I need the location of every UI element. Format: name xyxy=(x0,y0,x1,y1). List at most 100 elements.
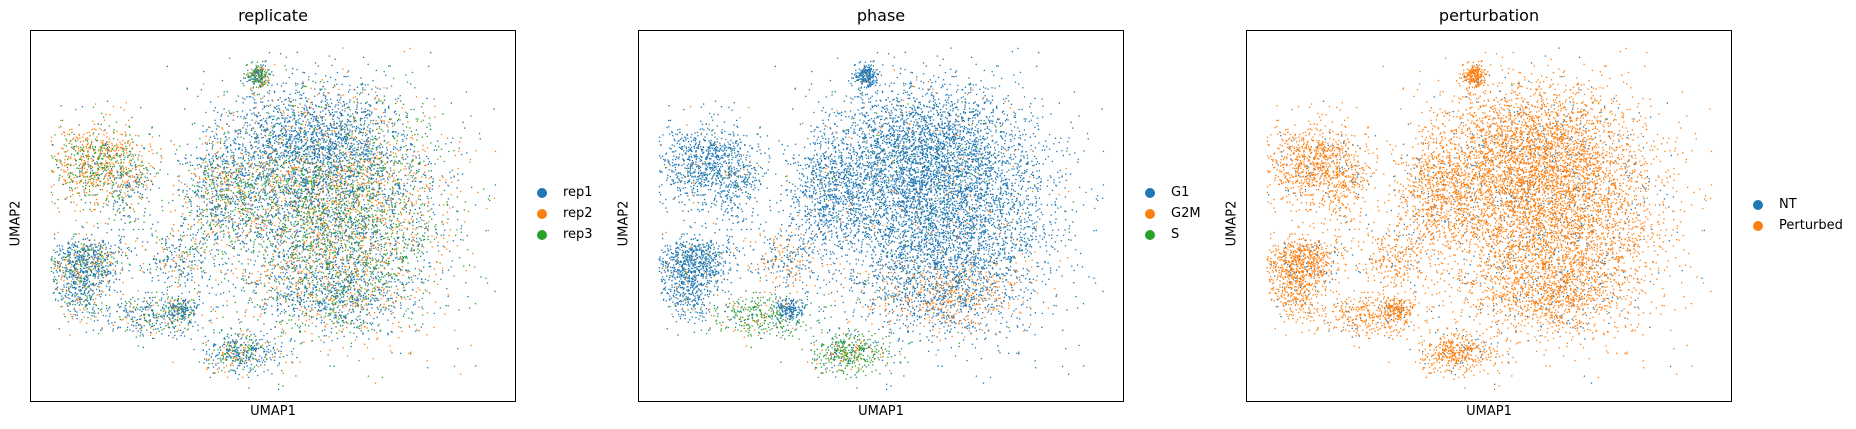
data-point xyxy=(366,101,368,103)
data-point xyxy=(403,284,405,287)
data-point xyxy=(329,161,331,164)
data-point xyxy=(340,169,342,172)
data-point xyxy=(124,243,127,245)
data-point xyxy=(350,225,352,227)
data-point xyxy=(107,195,109,197)
data-point xyxy=(240,205,242,207)
data-point xyxy=(277,233,279,235)
data-point xyxy=(78,192,81,194)
data-point xyxy=(99,146,101,149)
data-point xyxy=(294,267,296,269)
data-point xyxy=(332,200,334,202)
data-point xyxy=(404,239,407,241)
data-point xyxy=(371,294,373,296)
data-point xyxy=(104,149,107,151)
data-point xyxy=(266,357,268,360)
data-point xyxy=(356,185,359,187)
data-point xyxy=(309,169,312,171)
data-point xyxy=(228,217,230,219)
data-point xyxy=(288,125,290,127)
data-point xyxy=(378,180,380,183)
data-point xyxy=(305,221,307,223)
data-point xyxy=(281,328,283,330)
data-point xyxy=(274,64,276,66)
data-point xyxy=(57,207,59,209)
data-point xyxy=(255,106,257,108)
data-point xyxy=(68,286,70,288)
data-point xyxy=(261,299,263,301)
data-point xyxy=(357,189,359,191)
data-point xyxy=(378,267,380,269)
data-point xyxy=(379,153,381,155)
data-point xyxy=(164,322,166,324)
data-point xyxy=(388,257,391,259)
data-point xyxy=(198,178,201,180)
data-point xyxy=(307,187,309,189)
data-point xyxy=(415,202,417,205)
data-point xyxy=(415,155,417,157)
data-point xyxy=(348,202,350,204)
data-point xyxy=(257,183,259,185)
data-point xyxy=(200,213,202,215)
data-point xyxy=(345,321,347,323)
data-point xyxy=(162,209,164,212)
data-point xyxy=(399,199,402,201)
data-point xyxy=(411,134,413,137)
data-point xyxy=(427,235,429,238)
data-point xyxy=(348,285,350,287)
data-point xyxy=(333,267,335,269)
data-point xyxy=(377,171,379,173)
data-point xyxy=(276,348,279,350)
data-point xyxy=(236,185,238,187)
data-point xyxy=(403,201,405,203)
data-point xyxy=(282,180,284,182)
data-point xyxy=(388,173,390,175)
data-point xyxy=(357,175,359,177)
data-point xyxy=(433,238,436,240)
data-point xyxy=(336,295,338,297)
data-point xyxy=(117,149,120,152)
data-point xyxy=(85,250,87,252)
data-point xyxy=(401,261,403,264)
data-point xyxy=(366,185,368,187)
data-point xyxy=(316,283,318,285)
data-point xyxy=(272,172,274,174)
data-point xyxy=(120,143,122,145)
data-point xyxy=(396,140,398,142)
data-point xyxy=(251,147,253,149)
data-point xyxy=(152,166,154,168)
data-point xyxy=(255,86,258,88)
data-point xyxy=(122,180,124,182)
data-point xyxy=(345,271,347,273)
data-point xyxy=(325,312,327,314)
data-point xyxy=(284,223,286,225)
data-point xyxy=(365,141,367,143)
data-point xyxy=(96,294,98,296)
data-point xyxy=(342,256,344,258)
data-point xyxy=(353,121,355,123)
data-point xyxy=(316,236,319,238)
data-point xyxy=(80,274,82,277)
data-point xyxy=(403,192,405,195)
data-point xyxy=(399,229,401,231)
data-point xyxy=(314,207,317,209)
data-point xyxy=(303,234,305,236)
data-point xyxy=(264,208,267,211)
data-point xyxy=(347,322,349,325)
data-point xyxy=(304,330,306,333)
data-point xyxy=(386,300,388,302)
data-point xyxy=(301,322,304,324)
data-point xyxy=(138,174,140,176)
data-point xyxy=(340,192,342,194)
data-point xyxy=(92,256,94,259)
data-point xyxy=(372,244,374,246)
data-point xyxy=(305,121,307,123)
data-point xyxy=(331,252,333,254)
data-point xyxy=(214,225,217,227)
data-point xyxy=(395,296,398,298)
data-point xyxy=(359,168,361,170)
data-point xyxy=(264,77,266,79)
data-point xyxy=(258,343,260,345)
data-point xyxy=(330,169,332,171)
data-point xyxy=(427,187,429,189)
